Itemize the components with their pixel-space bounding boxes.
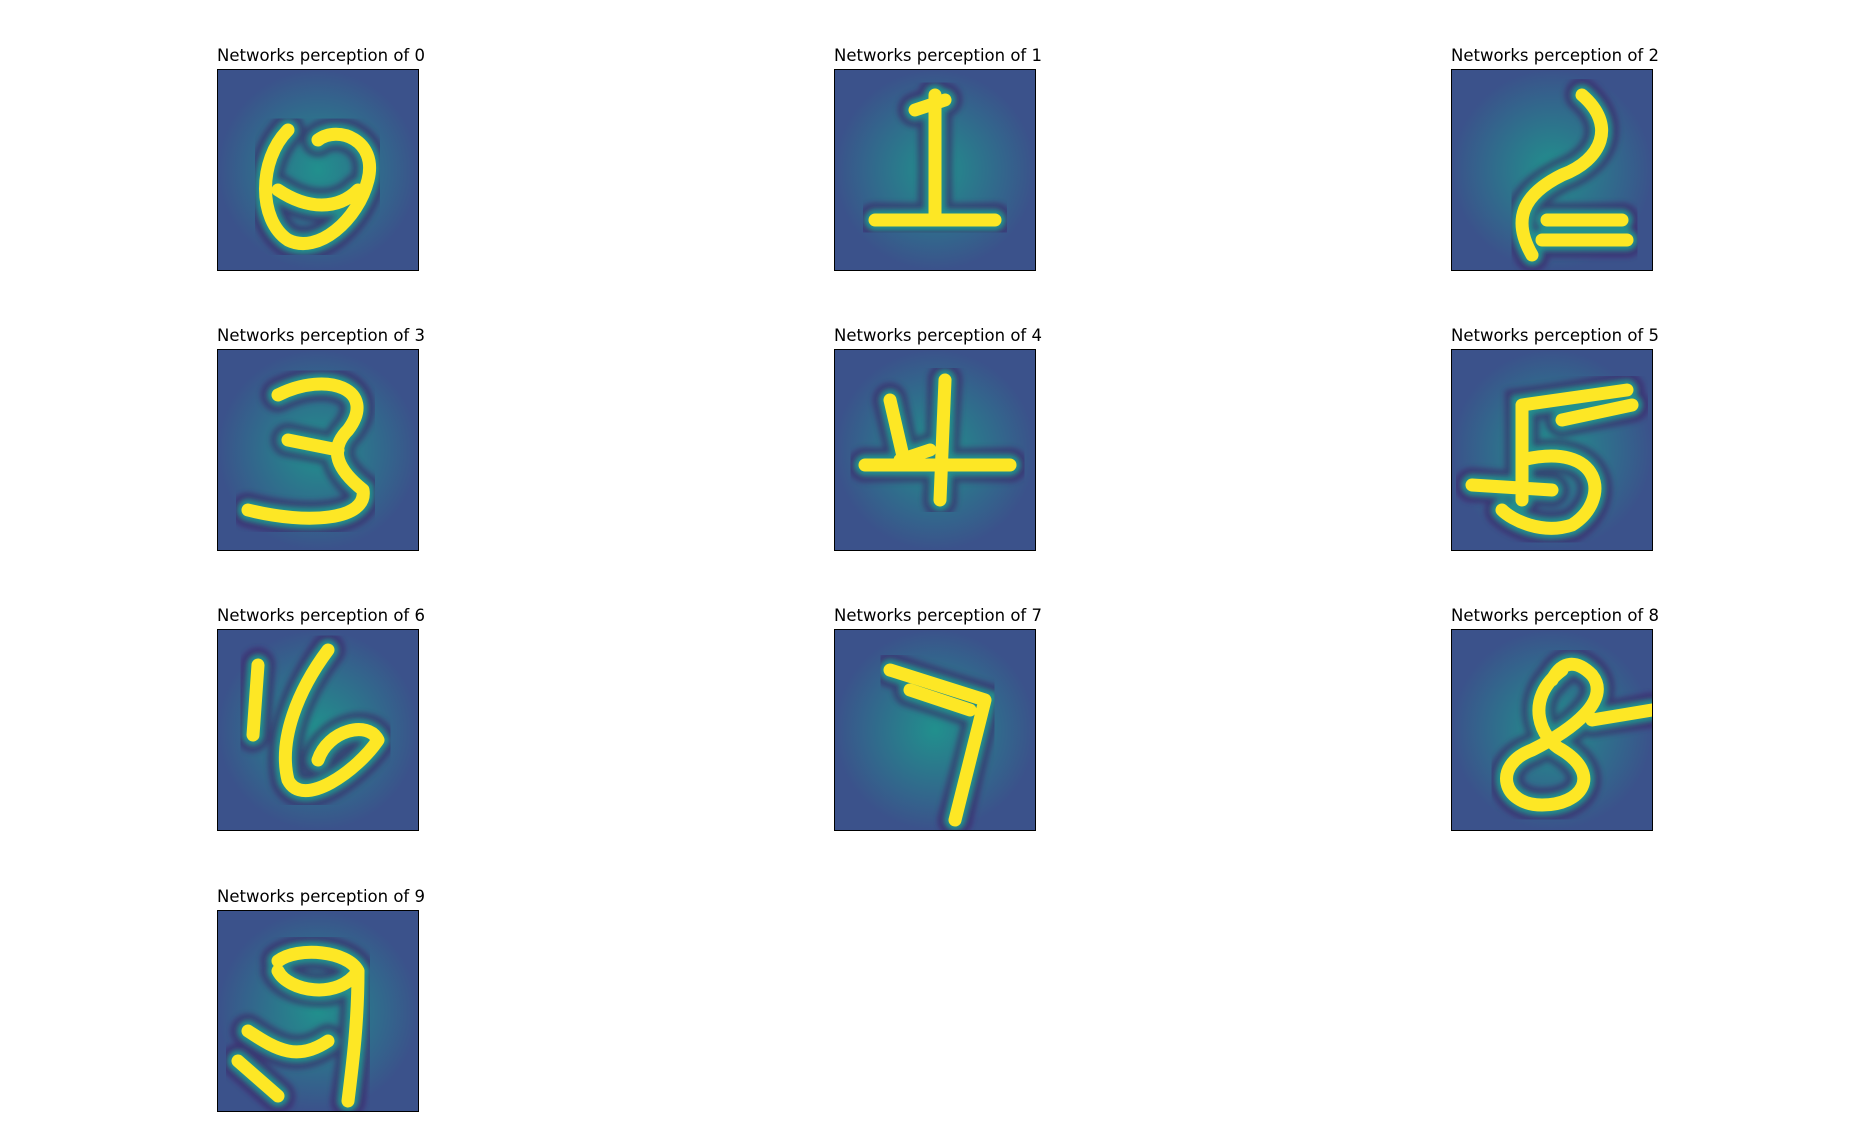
heatmap-image	[1451, 69, 1653, 271]
heatmap-image	[217, 629, 419, 831]
subplot-title: Networks perception of 1	[834, 46, 1042, 65]
heatmap-svg	[835, 350, 1035, 550]
subplot-title: Networks perception of 3	[217, 326, 425, 345]
subplot-title: Networks perception of 6	[217, 606, 425, 625]
subplot-title: Networks perception of 8	[1451, 606, 1659, 625]
heatmap-stroke	[858, 373, 1017, 507]
heatmap-image	[1451, 349, 1653, 551]
subplot-title: Networks perception of 7	[834, 606, 1042, 625]
subplot-title: Networks perception of 2	[1451, 46, 1659, 65]
subplot-title: Networks perception of 4	[834, 326, 1042, 345]
heatmap-svg	[218, 350, 418, 550]
heatmap-image	[834, 349, 1036, 551]
heatmap-svg	[218, 911, 418, 1111]
subplot-title: Networks perception of 5	[1451, 326, 1659, 345]
heatmap-stroke	[1500, 657, 1652, 812]
subplot-title: Networks perception of 9	[217, 887, 425, 906]
heatmap-stroke	[883, 663, 992, 827]
heatmap-image	[834, 629, 1036, 831]
heatmap-image	[834, 69, 1036, 271]
heatmap-image	[217, 910, 419, 1112]
heatmap-background	[835, 630, 1035, 830]
heatmap-svg	[835, 70, 1035, 270]
heatmap-svg	[1452, 350, 1652, 550]
heatmap-svg	[1452, 630, 1652, 830]
heatmap-stroke	[1515, 88, 1634, 262]
heatmap-stroke	[231, 945, 365, 1108]
subplot-title: Networks perception of 0	[217, 46, 425, 65]
heatmap-image	[1451, 629, 1653, 831]
heatmap-image	[217, 349, 419, 551]
heatmap-stroke	[1465, 383, 1639, 535]
heatmap-svg	[1452, 70, 1652, 270]
heatmap-stroke	[868, 88, 1002, 227]
heatmap-image	[217, 69, 419, 271]
heatmap-stroke	[259, 123, 377, 251]
heatmap-stroke	[246, 643, 385, 798]
heatmap-stroke	[241, 377, 370, 525]
heatmap-svg	[835, 630, 1035, 830]
heatmap-svg	[218, 630, 418, 830]
heatmap-svg	[218, 70, 418, 270]
